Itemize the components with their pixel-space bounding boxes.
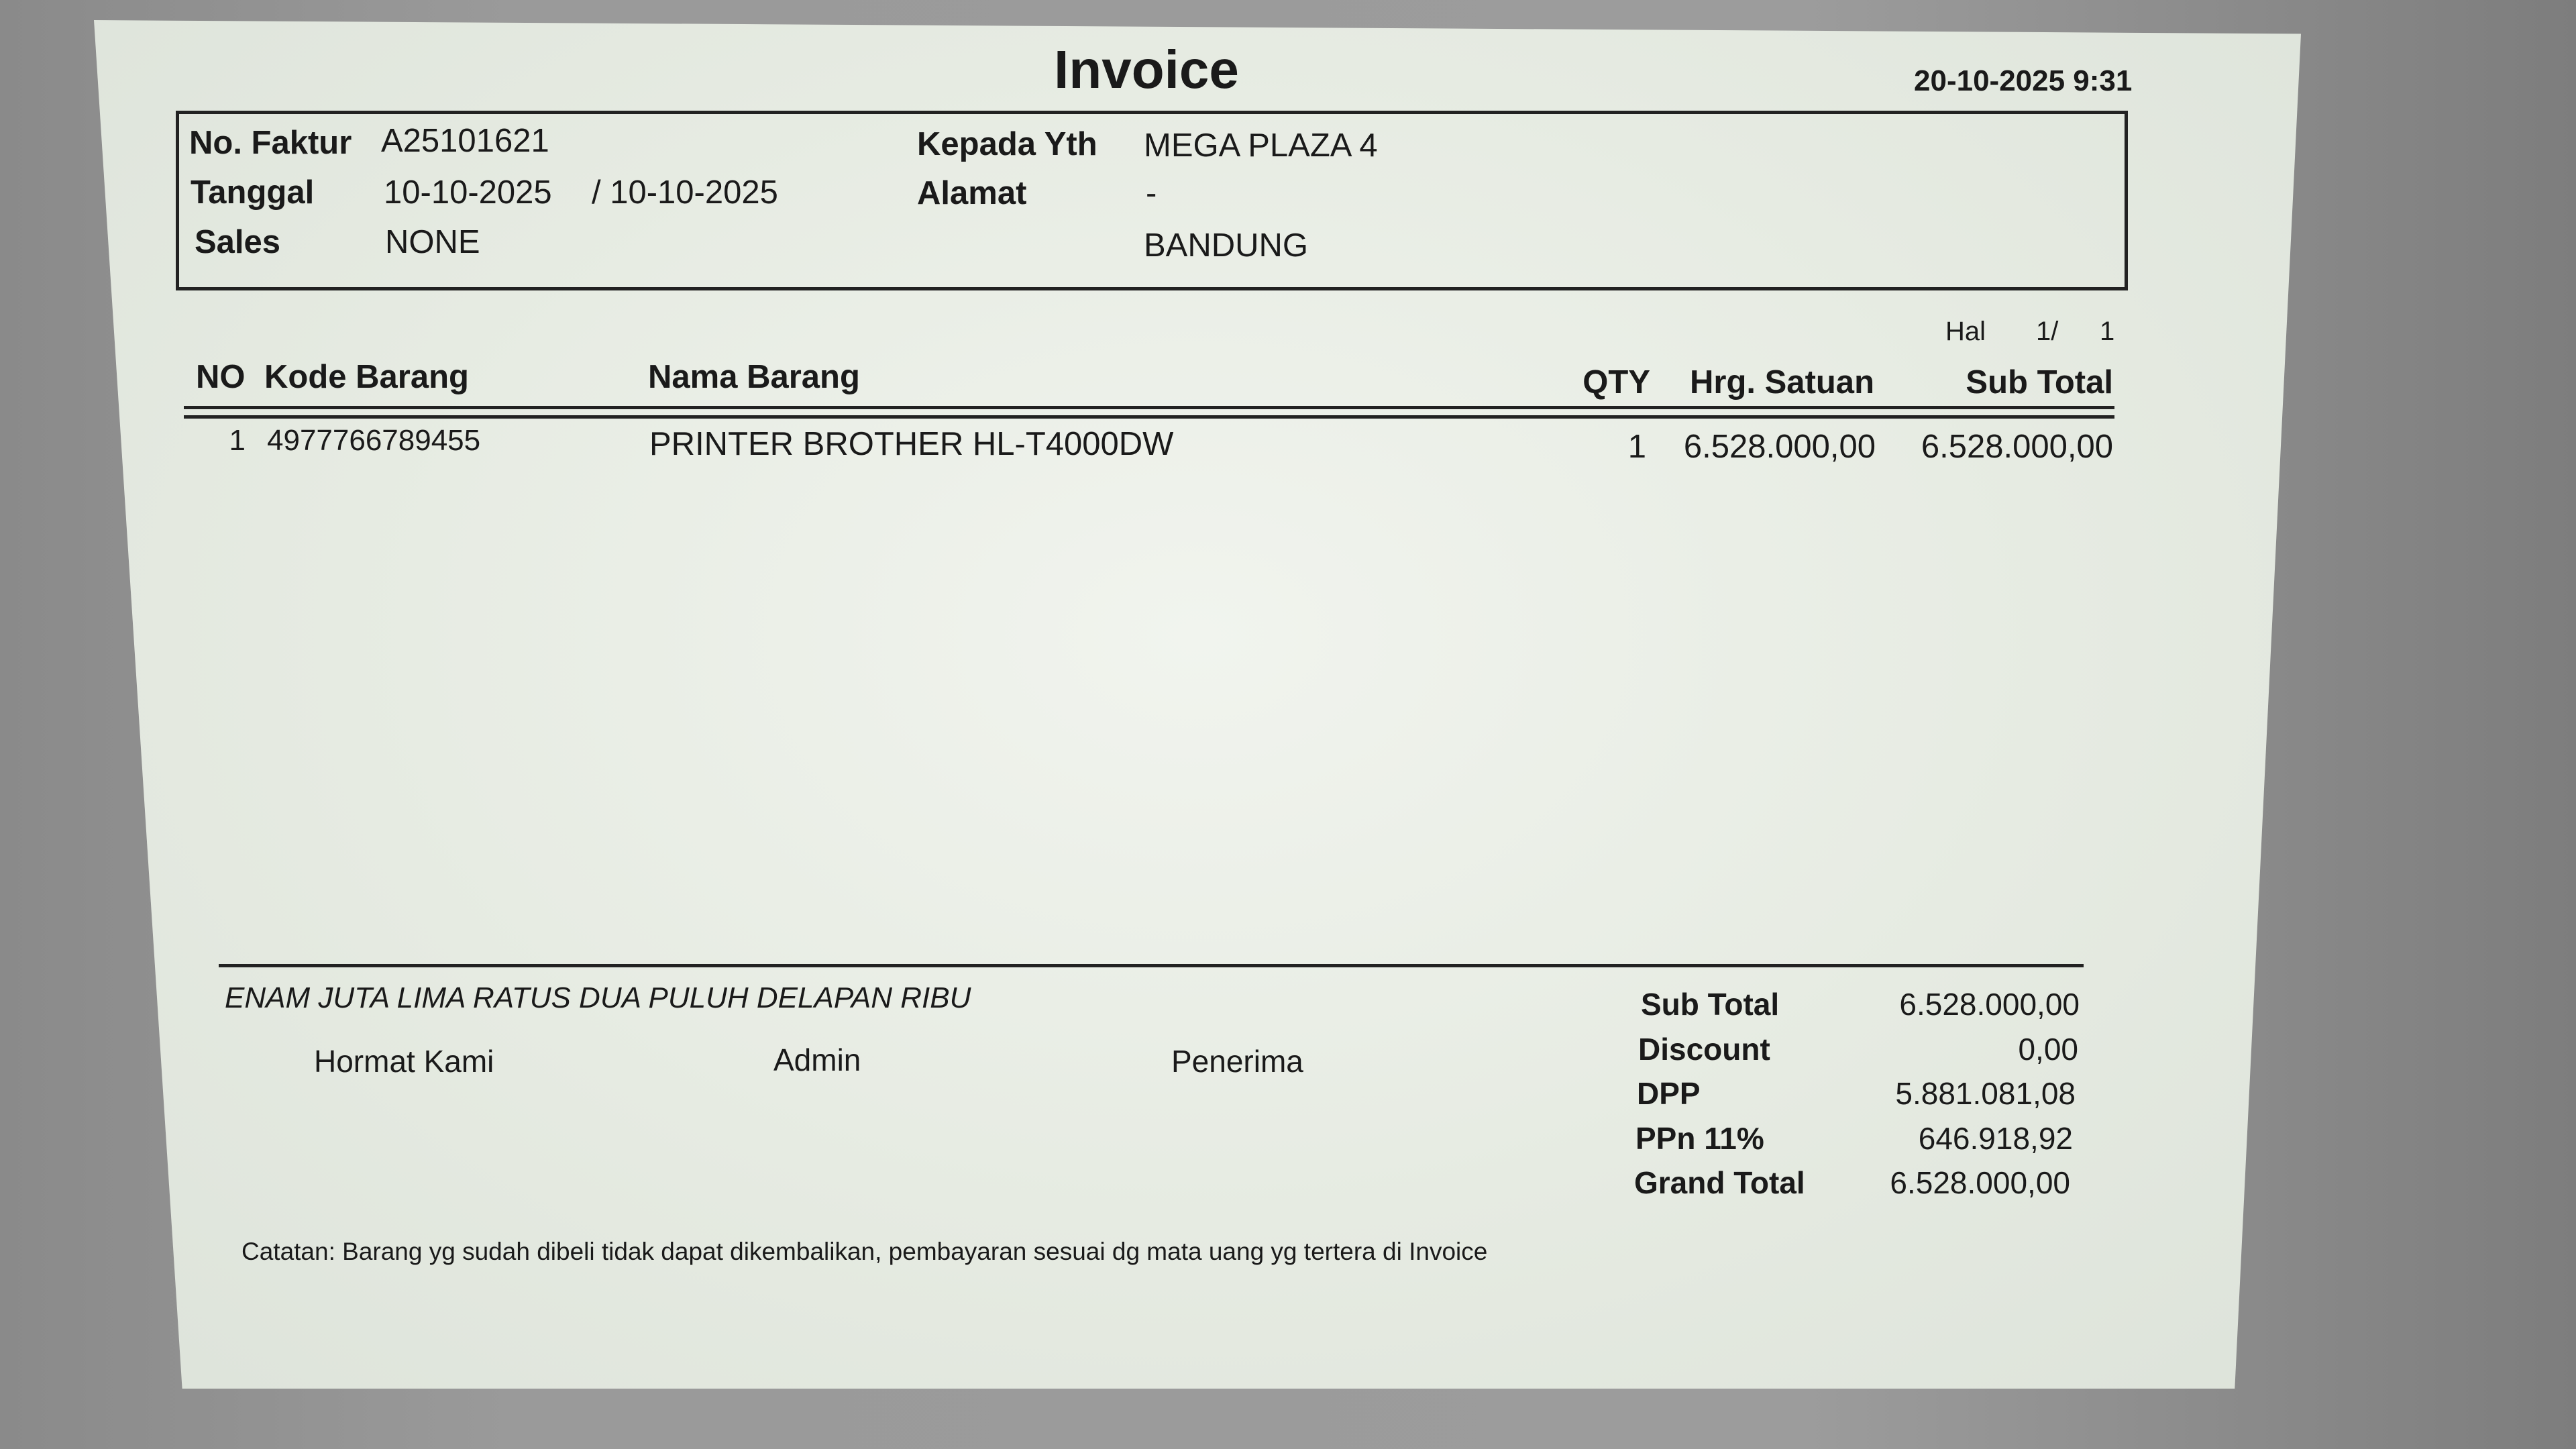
page-label: Hal <box>1945 317 1986 346</box>
signature-hormat-kami: Hormat Kami <box>314 1044 494 1079</box>
col-harga-satuan: Hrg. Satuan <box>1690 364 1874 400</box>
summary-subtotal-label: Sub Total <box>1641 987 1780 1022</box>
terbilang-text: ENAM JUTA LIMA RATUS DUA PULUH DELAPAN R… <box>225 981 971 1014</box>
signature-admin: Admin <box>773 1042 861 1077</box>
row-harga: 6.528.000,00 <box>1683 429 1876 465</box>
summary-subtotal-value: 6.528.000,00 <box>1899 987 2080 1022</box>
col-nama-barang: Nama Barang <box>648 359 860 395</box>
row-no: 1 <box>229 424 246 457</box>
alamat-value: - <box>1146 175 1157 211</box>
tanggal-second-value: / 10-10-2025 <box>592 174 778 211</box>
tanggal-value: 10-10-2025 <box>384 174 552 211</box>
signature-penerima: Penerima <box>1171 1044 1303 1079</box>
sales-value: NONE <box>385 224 480 260</box>
invoice-page <box>94 20 2301 1389</box>
summary-ppn-value: 646.918,92 <box>1918 1121 2073 1156</box>
tanggal-label: Tanggal <box>191 174 315 211</box>
row-kode: 4977766789455 <box>267 424 481 457</box>
printed-timestamp: 20-10-2025 9:31 <box>1914 64 2133 97</box>
no-faktur-label: No. Faktur <box>189 125 352 161</box>
summary-dpp-value: 5.881.081,08 <box>1895 1076 2076 1111</box>
sales-label: Sales <box>195 224 281 260</box>
col-sub-total: Sub Total <box>1966 364 2113 400</box>
summary-grand-total-value: 6.528.000,00 <box>1890 1165 2070 1200</box>
header-box <box>176 111 2128 290</box>
note-text: Catatan: Barang yg sudah dibeli tidak da… <box>241 1238 1488 1265</box>
row-qty: 1 <box>1627 429 1646 465</box>
summary-ppn-label: PPn 11% <box>1635 1121 1764 1156</box>
col-no: NO <box>196 359 246 395</box>
header-rule-top <box>184 406 2114 409</box>
header-rule-bottom <box>184 415 2114 419</box>
kepada-label: Kepada Yth <box>917 126 1097 162</box>
col-qty: QTY <box>1582 364 1650 400</box>
row-subtotal: 6.528.000,00 <box>1921 429 2113 465</box>
summary-discount-value: 0,00 <box>2018 1032 2078 1067</box>
kepada-value: MEGA PLAZA 4 <box>1144 127 1378 164</box>
alamat-label: Alamat <box>917 175 1027 211</box>
no-faktur-value: A25101621 <box>381 123 549 159</box>
summary-discount-label: Discount <box>1638 1032 1770 1067</box>
summary-dpp-label: DPP <box>1637 1076 1701 1111</box>
footer-rule <box>219 964 2084 967</box>
col-kode-barang: Kode Barang <box>264 359 469 395</box>
page-current: 1/ <box>2036 317 2059 346</box>
summary-grand-total-label: Grand Total <box>1634 1165 1805 1200</box>
row-nama: PRINTER BROTHER HL-T4000DW <box>649 426 1174 462</box>
kota-value: BANDUNG <box>1144 227 1309 264</box>
page-total: 1 <box>2100 317 2115 346</box>
invoice-title: Invoice <box>1054 40 1239 99</box>
